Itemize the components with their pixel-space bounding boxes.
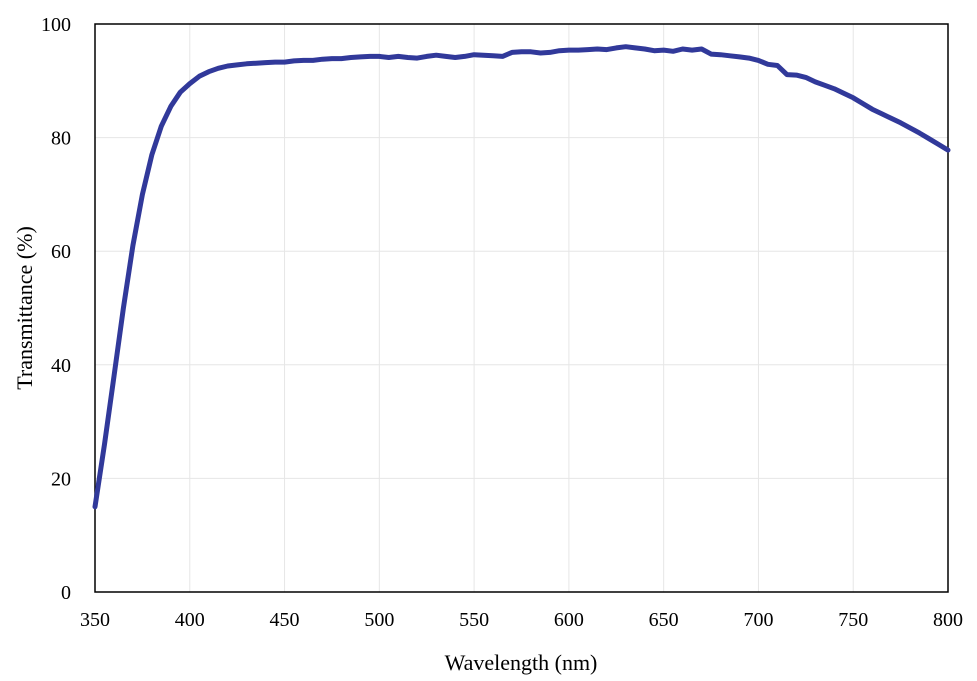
y-tick-label: 20 (51, 468, 71, 490)
y-tick-labels: 0 20 40 60 80 100 (41, 14, 71, 604)
x-tick-label: 600 (554, 609, 584, 631)
grid-lines (95, 24, 948, 592)
y-tick-label: 0 (61, 582, 71, 604)
x-tick-label: 550 (459, 609, 489, 631)
x-tick-label: 350 (80, 609, 110, 631)
x-tick-label: 800 (933, 609, 963, 631)
x-tick-label: 750 (838, 609, 868, 631)
x-tick-label: 400 (175, 609, 205, 631)
x-tick-label: 650 (649, 609, 679, 631)
y-tick-label: 40 (51, 355, 71, 377)
y-tick-label: 100 (41, 14, 71, 36)
y-axis-title: Transmittance (%) (12, 226, 37, 390)
series-layer (92, 44, 951, 510)
series-line (92, 44, 951, 510)
x-axis-title: Wavelength (nm) (445, 650, 598, 675)
x-tick-labels: 350 400 450 500 550 600 650 700 750 800 (80, 609, 963, 631)
plot-frame (94, 23, 949, 593)
x-tick-label: 500 (364, 609, 394, 631)
x-tick-label: 450 (270, 609, 300, 631)
y-tick-label: 60 (51, 241, 71, 263)
y-tick-label: 80 (51, 128, 71, 150)
x-tick-label: 700 (743, 609, 773, 631)
